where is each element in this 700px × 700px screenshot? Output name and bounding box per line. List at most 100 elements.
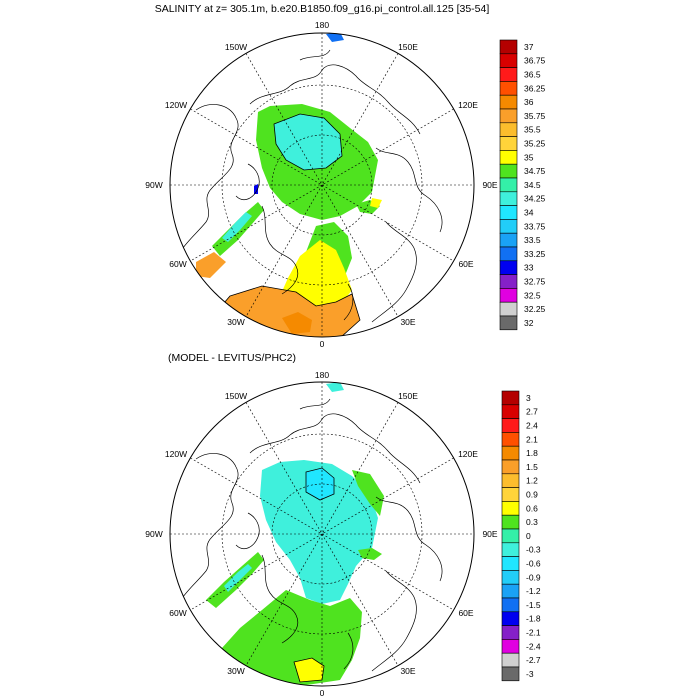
colorbar-label: 1.2 <box>526 476 538 486</box>
field-cyan-labrador <box>222 212 252 242</box>
field-orange-deep <box>282 312 312 334</box>
colorbar-box <box>501 473 520 488</box>
colorbar-label: 34.25 <box>524 194 546 204</box>
lon-label-0: 0 <box>320 339 325 349</box>
graticule <box>170 33 474 337</box>
colorbar: 37 36.75 36.5 36.25 36 35.75 35.5 35.25 35 34.75 3… <box>499 39 546 331</box>
colorbar-label: 35.25 <box>524 139 546 149</box>
colorbar-label: -0.3 <box>526 545 541 555</box>
colorbar-box <box>499 288 518 303</box>
colorbar-label: 1.5 <box>526 462 538 472</box>
field-cyan-north <box>273 113 343 171</box>
colorbar-box <box>499 232 518 248</box>
longitude-labels: 180 150W 150E 120W 120E 90W 90E 60W 60E … <box>145 20 498 349</box>
field-green-barents <box>358 548 382 560</box>
colorbar-box <box>501 418 520 433</box>
colorbar-label: 35.5 <box>524 125 541 135</box>
colorbar-box <box>501 625 520 640</box>
field-green-pacific <box>352 470 384 516</box>
colorbar-box <box>501 459 520 475</box>
lon-label-120e: 120E <box>458 449 478 459</box>
field-green-atlantic <box>222 590 362 686</box>
lon-label-90w: 90W <box>145 529 162 539</box>
colorbar-label: 2.1 <box>526 434 538 444</box>
graticule <box>170 382 474 686</box>
lon-label-60w: 60W <box>169 259 186 269</box>
colorbar-label: 33.5 <box>524 235 541 245</box>
colorbar-box <box>501 487 520 502</box>
field-cyan-labrador <box>224 564 252 592</box>
colorbar-box <box>501 404 520 419</box>
difference-panel: (MODEL - LEVITUS/PHC2) <box>145 352 541 698</box>
colorbar-label: 0.6 <box>526 503 538 513</box>
colorbar-label: 0.9 <box>526 490 538 500</box>
colorbar-label: 33 <box>524 263 534 273</box>
colorbar-box <box>499 39 518 55</box>
colorbar-box <box>499 81 518 96</box>
colorbar-label: -0.9 <box>526 572 541 582</box>
lon-label-30e: 30E <box>400 666 415 676</box>
colorbar-label: -0.6 <box>526 559 541 569</box>
field-cyan-bering <box>326 382 344 392</box>
field-blue-hudson <box>254 184 258 194</box>
lon-label-90w: 90W <box>145 180 162 190</box>
colorbar-box <box>499 177 518 193</box>
colorbar-label: 34.75 <box>524 166 546 176</box>
colorbar-box <box>499 53 518 68</box>
colorbar-box <box>499 67 518 82</box>
colorbar-label: 32 <box>524 318 534 328</box>
colorbar-label: -1.5 <box>526 600 541 610</box>
colorbar-label: 36 <box>524 97 534 107</box>
colorbar-label: 32.75 <box>524 277 546 287</box>
colorbar-box <box>499 260 518 275</box>
colorbar-box <box>499 315 518 331</box>
map-border <box>169 32 475 338</box>
colorbar-box <box>501 390 520 406</box>
salinity-field <box>196 33 382 337</box>
colorbar-label: 3 <box>526 393 531 403</box>
lon-label-120e: 120E <box>458 100 478 110</box>
colorbar-box <box>499 150 518 165</box>
salinity-panel: SALINITY at z= 305.1m, b.e20.B1850.f09_g… <box>145 3 545 349</box>
colorbar-label: -1.8 <box>526 614 541 624</box>
colorbar-box <box>501 432 520 447</box>
colorbar-box <box>501 639 520 654</box>
colorbar-box <box>501 652 520 668</box>
colorbar-label: 0.3 <box>526 517 538 527</box>
colorbar-label: 33.25 <box>524 249 546 259</box>
lon-label-150e: 150E <box>398 391 418 401</box>
colorbar-label: -1.2 <box>526 586 541 596</box>
colorbar-box <box>501 514 520 530</box>
colorbar-label: 1.8 <box>526 448 538 458</box>
lon-label-120w: 120W <box>165 449 187 459</box>
field-blue-bering <box>326 33 344 42</box>
polar-map <box>169 381 475 687</box>
panel-title: SALINITY at z= 305.1m, b.e20.B1850.f09_g… <box>155 3 490 15</box>
colorbar-label: 35 <box>524 152 534 162</box>
colorbar-box <box>499 108 518 124</box>
colorbar-box <box>499 163 518 179</box>
lon-label-30w: 30W <box>227 666 244 676</box>
colorbar-label: 2.7 <box>526 407 538 417</box>
lon-label-60e: 60E <box>458 608 473 618</box>
colorbar-label: 32.25 <box>524 304 546 314</box>
colorbar-label: -2.7 <box>526 655 541 665</box>
colorbar-label: 35.75 <box>524 111 546 121</box>
colorbar-box <box>499 246 518 262</box>
lon-label-60w: 60W <box>169 608 186 618</box>
polar-map <box>169 32 475 338</box>
colorbar-label: -3 <box>526 669 534 679</box>
lon-label-180: 180 <box>315 370 329 380</box>
colorbar-box <box>501 583 520 599</box>
lon-label-90e: 90E <box>482 529 497 539</box>
colorbar-label: 32.5 <box>524 290 541 300</box>
lon-label-90e: 90E <box>482 180 497 190</box>
lon-label-60e: 60E <box>458 259 473 269</box>
lon-label-0: 0 <box>320 688 325 698</box>
colorbar-box <box>499 136 518 151</box>
field-yellow-barents <box>370 198 382 208</box>
colorbar-label: -2.4 <box>526 641 541 651</box>
colorbar-label: 37 <box>524 42 534 52</box>
colorbar-label: 36.75 <box>524 56 546 66</box>
